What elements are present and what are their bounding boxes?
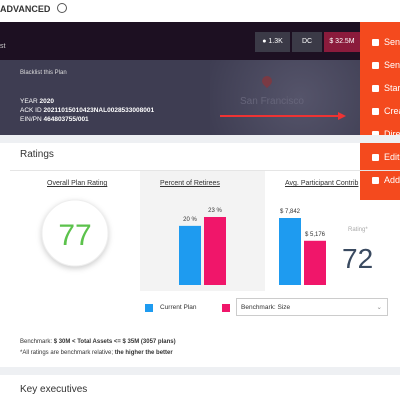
menu-icon [372, 108, 379, 116]
bar-label: $ 5,176 [305, 232, 326, 238]
section-title: Ratings [20, 149, 54, 160]
info-icon[interactable] [57, 3, 67, 13]
note-text: *All ratings are benchmark relative; [20, 350, 115, 356]
menu-label: Add [384, 175, 400, 185]
badge[interactable]: ● 1.3K [255, 32, 290, 52]
card-title[interactable]: Overall Plan Rating [47, 180, 108, 187]
bar [179, 225, 201, 285]
header-text: st [0, 43, 6, 50]
bar [279, 218, 301, 285]
menu-icon [372, 39, 379, 47]
benchmark-select[interactable]: Benchmark: Size ⌄ [236, 298, 388, 316]
separator [0, 367, 400, 375]
menu-label: Start [384, 83, 400, 93]
bar-label: 20 % [183, 217, 197, 223]
map-city: San Francisco [240, 96, 304, 107]
legend-label: Current Plan [160, 304, 197, 311]
menu-item[interactable]: Send [360, 54, 400, 76]
select-text: Benchmark: Size [241, 304, 291, 311]
label: YEAR [20, 98, 38, 105]
legend-swatch [145, 304, 153, 312]
value: 464803755/001 [43, 116, 89, 123]
badge-text: 1.3K [268, 38, 283, 45]
rating-circle [41, 199, 109, 267]
menu-label: Crea [384, 106, 400, 116]
menu-label: Send [384, 60, 400, 70]
bar-label: $ 7,842 [280, 209, 301, 215]
bar [204, 217, 226, 285]
legend-swatch [222, 304, 230, 312]
value: 20211015010423NAL0028533008001 [43, 107, 155, 114]
plan-banner: San Francisco Blacklist this Plan YEAR 2… [0, 60, 360, 135]
badge-text: $ 32.5M [329, 38, 355, 45]
blacklist-link[interactable]: Blacklist this Plan [20, 70, 67, 76]
divider [10, 170, 400, 171]
column-bg [140, 171, 265, 291]
menu-icon [372, 62, 379, 70]
value: 2020 [39, 98, 54, 105]
badge-text: DC [301, 38, 313, 45]
rating-value: 72 [342, 243, 373, 274]
separator [0, 135, 400, 143]
section-title: Key executives [20, 384, 88, 395]
menu-item[interactable]: Direc [360, 123, 400, 145]
plan-info: YEAR 2020 ACK ID 20211015010423NAL002853… [20, 97, 154, 124]
header-bar: st ● 1.3K DC $ 32.5M [0, 22, 400, 60]
note-bold: $ 30M < Total Assets <= $ 35M (3057 plan… [53, 339, 176, 345]
note: Benchmark: $ 30M < Total Assets <= $ 35M… [20, 339, 176, 345]
badge[interactable]: DC [292, 32, 322, 52]
menu-icon [372, 131, 379, 139]
arrow-line [220, 115, 340, 117]
bar-label: 23 % [208, 208, 222, 214]
card-title[interactable]: Avg. Participant Contrib [285, 180, 359, 187]
menu-label: Send [384, 37, 400, 47]
label: EIN/PN [20, 116, 42, 123]
menu-icon [372, 85, 379, 93]
rating-label: Rating* [348, 227, 368, 233]
note-bold: the higher the better [114, 350, 173, 356]
menu-label: Edit [384, 152, 400, 162]
note-text: Benchmark: [20, 339, 54, 345]
menu-item[interactable]: Send [360, 31, 400, 53]
menu-icon [372, 177, 379, 185]
rating-value: 77 [58, 219, 91, 252]
map [210, 60, 360, 135]
page-title: ADVANCED [0, 4, 51, 14]
menu-icon [372, 154, 379, 162]
card-title[interactable]: Percent of Retirees [160, 180, 220, 187]
menu-item[interactable]: Add [360, 169, 400, 191]
menu-item[interactable]: Start [360, 77, 400, 99]
bar [304, 240, 326, 285]
menu-item[interactable]: Crea [360, 100, 400, 122]
arrow-head [338, 112, 346, 120]
menu-label: Direc [384, 129, 400, 139]
label: ACK ID [20, 107, 42, 114]
note: *All ratings are benchmark relative; the… [20, 350, 173, 356]
badge[interactable]: $ 32.5M [324, 32, 360, 52]
menu-item[interactable]: Edit [360, 146, 400, 168]
